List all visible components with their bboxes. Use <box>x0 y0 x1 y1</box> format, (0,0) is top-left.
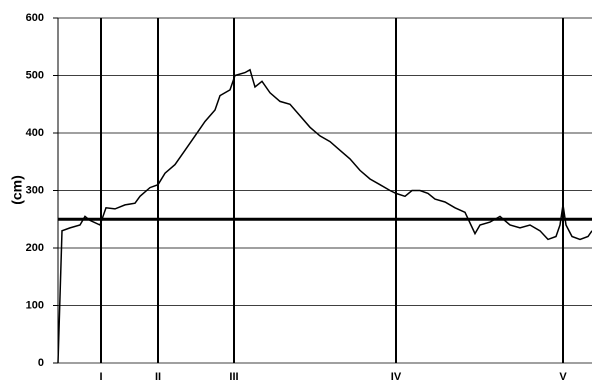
y-tick-label: 300 <box>26 184 44 196</box>
marker-label: III <box>229 371 238 380</box>
y-axis-label: (cm) <box>9 175 25 205</box>
y-tick-label: 600 <box>26 12 44 24</box>
data-line <box>57 68 592 364</box>
y-tick-label: 100 <box>26 299 44 311</box>
y-tick-label: 400 <box>26 127 44 139</box>
y-tick-label: 0 <box>38 357 44 369</box>
marker-label: II <box>155 371 161 380</box>
y-tick-label: 500 <box>26 69 44 81</box>
marker-label: I <box>99 371 102 380</box>
marker-label: V <box>559 371 567 380</box>
y-tick-label: 200 <box>26 242 44 254</box>
marker-label: IV <box>391 371 402 380</box>
